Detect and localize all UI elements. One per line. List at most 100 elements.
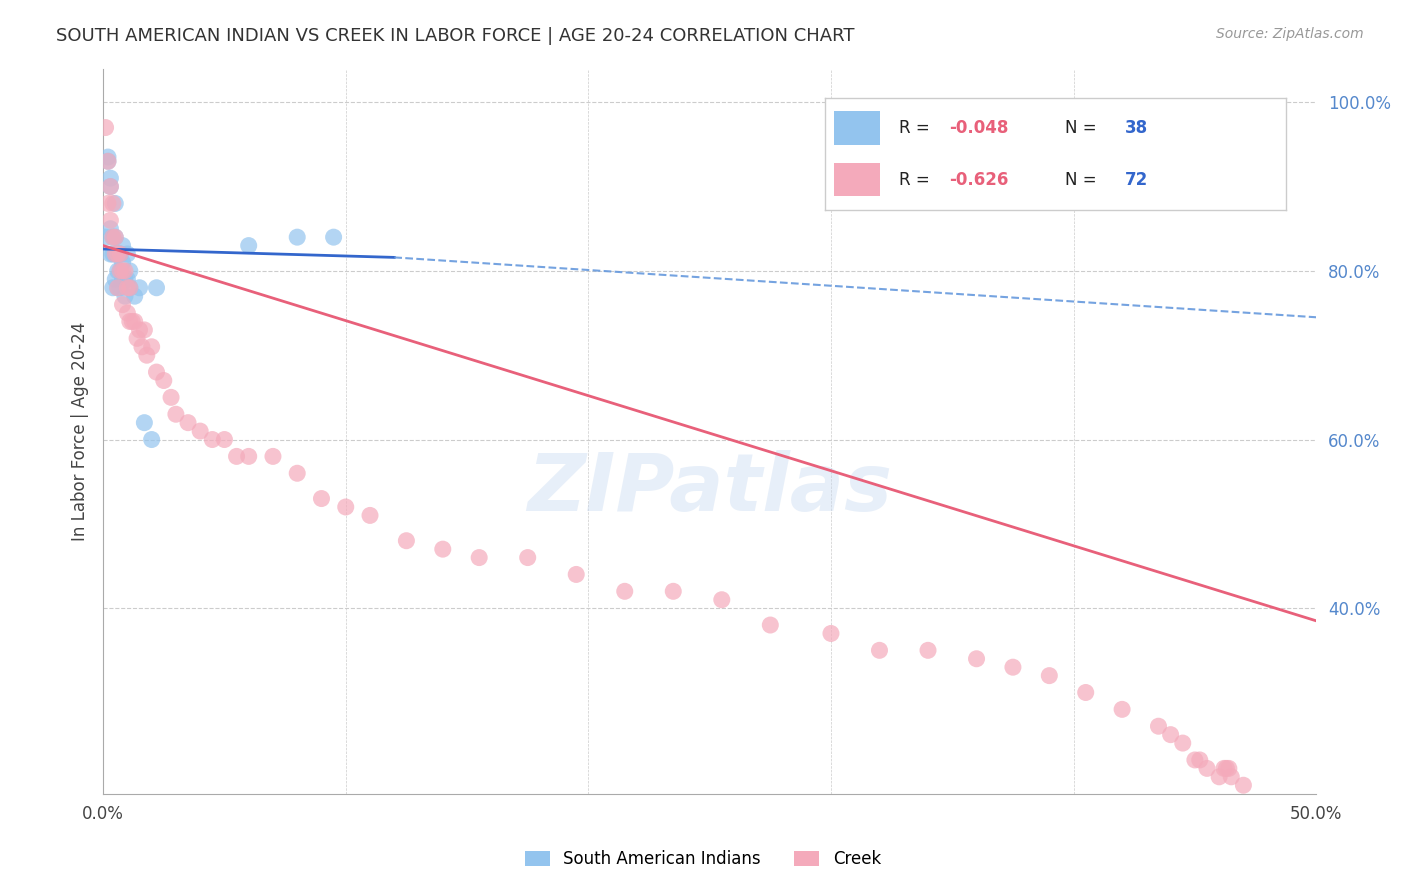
- Point: [118, 314, 141, 328]
- Point: [152, 374, 174, 388]
- Point: [118, 264, 141, 278]
- Point: [1220, 770, 1243, 784]
- Point: [108, 264, 131, 278]
- Point: [111, 238, 134, 252]
- Point: [1195, 761, 1218, 775]
- Point: [145, 281, 167, 295]
- Point: [107, 281, 129, 295]
- Point: [238, 450, 260, 464]
- Point: [262, 450, 284, 464]
- Point: [1208, 770, 1230, 784]
- Point: [1218, 761, 1240, 775]
- Point: [1232, 778, 1254, 792]
- Point: [395, 533, 418, 548]
- Point: [124, 289, 146, 303]
- Point: [128, 281, 150, 295]
- Point: [118, 281, 141, 295]
- Point: [1001, 660, 1024, 674]
- Point: [94, 120, 117, 135]
- Point: [100, 171, 122, 186]
- Point: [565, 567, 588, 582]
- Text: SOUTH AMERICAN INDIAN VS CREEK IN LABOR FORCE | AGE 20-24 CORRELATION CHART: SOUTH AMERICAN INDIAN VS CREEK IN LABOR …: [56, 27, 855, 45]
- Point: [820, 626, 842, 640]
- Point: [160, 390, 183, 404]
- Point: [128, 323, 150, 337]
- Legend: South American Indians, Creek: South American Indians, Creek: [519, 844, 887, 875]
- Point: [359, 508, 381, 523]
- Text: Source: ZipAtlas.com: Source: ZipAtlas.com: [1216, 27, 1364, 41]
- Point: [111, 272, 134, 286]
- Point: [100, 179, 122, 194]
- Point: [145, 365, 167, 379]
- Point: [285, 467, 308, 481]
- Point: [97, 150, 120, 164]
- Point: [117, 306, 139, 320]
- Point: [335, 500, 357, 514]
- Point: [108, 247, 131, 261]
- Point: [104, 230, 127, 244]
- Point: [201, 433, 224, 447]
- Point: [1038, 668, 1060, 682]
- Point: [94, 230, 117, 244]
- Point: [177, 416, 200, 430]
- Point: [121, 314, 143, 328]
- Point: [101, 196, 124, 211]
- Point: [100, 213, 122, 227]
- Point: [100, 179, 122, 194]
- Point: [107, 281, 129, 295]
- Point: [1074, 685, 1097, 699]
- Point: [108, 281, 131, 295]
- Point: [516, 550, 538, 565]
- Point: [104, 247, 127, 261]
- Point: [214, 433, 236, 447]
- Point: [1215, 761, 1237, 775]
- Point: [101, 247, 124, 261]
- Point: [127, 331, 149, 345]
- Point: [104, 272, 127, 286]
- Point: [107, 247, 129, 261]
- Point: [1213, 761, 1236, 775]
- Point: [111, 264, 134, 278]
- Point: [1111, 702, 1133, 716]
- Point: [141, 433, 163, 447]
- Point: [468, 550, 491, 565]
- Point: [165, 407, 187, 421]
- Point: [141, 340, 163, 354]
- Point: [108, 264, 131, 278]
- Point: [104, 230, 127, 244]
- Point: [432, 542, 454, 557]
- Point: [104, 196, 127, 211]
- Point: [117, 272, 139, 286]
- Point: [135, 348, 157, 362]
- Point: [108, 247, 131, 261]
- Point: [111, 255, 134, 269]
- Point: [104, 247, 127, 261]
- Y-axis label: In Labor Force | Age 20-24: In Labor Force | Age 20-24: [72, 321, 89, 541]
- Point: [114, 272, 136, 286]
- Point: [1147, 719, 1170, 733]
- Point: [114, 264, 136, 278]
- Point: [100, 247, 122, 261]
- Point: [1184, 753, 1206, 767]
- Point: [97, 196, 120, 211]
- Point: [101, 281, 124, 295]
- Point: [111, 297, 134, 311]
- Point: [131, 340, 153, 354]
- Point: [613, 584, 636, 599]
- Point: [97, 154, 120, 169]
- Point: [1188, 753, 1211, 767]
- Point: [225, 450, 247, 464]
- Point: [710, 592, 733, 607]
- Point: [966, 652, 988, 666]
- Point: [114, 289, 136, 303]
- Point: [917, 643, 939, 657]
- Point: [107, 264, 129, 278]
- Point: [759, 618, 782, 632]
- Point: [101, 230, 124, 244]
- Point: [1171, 736, 1194, 750]
- Point: [97, 154, 120, 169]
- Point: [1160, 728, 1182, 742]
- Point: [117, 247, 139, 261]
- Point: [869, 643, 891, 657]
- Point: [238, 238, 260, 252]
